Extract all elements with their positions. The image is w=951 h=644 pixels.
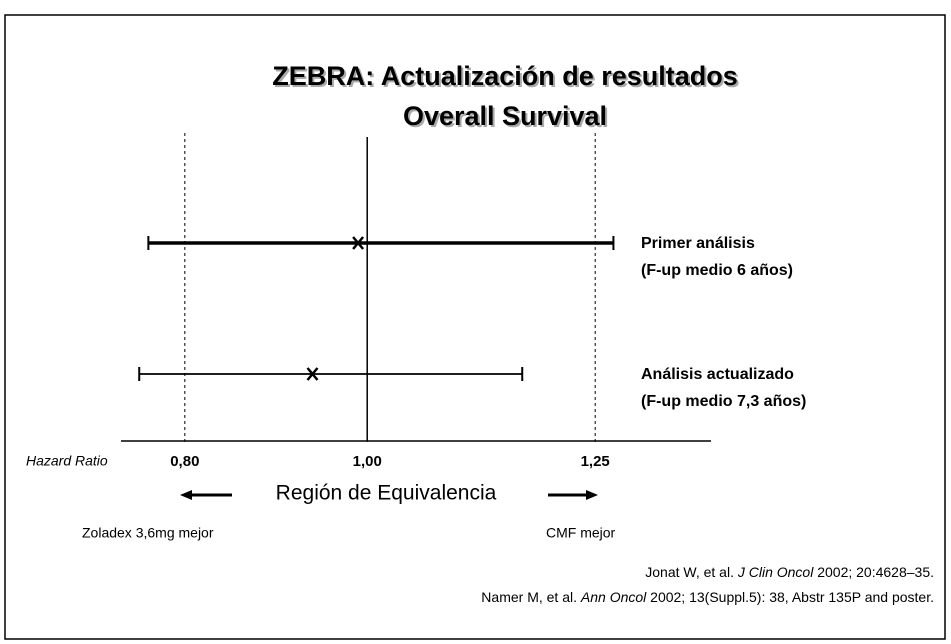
row-label: (F-up medio 7,3 años) (641, 393, 806, 410)
reference-part: 2002; 20:4628–35. (813, 564, 934, 580)
reference: Namer M, et al. Ann Oncol 2002; 13(Suppl… (481, 589, 934, 605)
estimate-marker (352, 236, 365, 250)
row-label: Primer análisis (641, 235, 755, 252)
slide-border (4, 14, 946, 640)
arrows (180, 490, 598, 500)
region-label: Región de Equivalencia (276, 482, 497, 505)
x-tick-label: 0,80 (170, 453, 199, 470)
title: ZEBRA: Actualización de resultados (272, 61, 738, 91)
reference: Jonat W, et al. J Clin Oncol 2002; 20:46… (645, 564, 934, 580)
estimate-marker (306, 367, 319, 381)
subtitle: Overall Survival (403, 101, 607, 131)
x-tick-label: 1,25 (581, 453, 610, 470)
reference-part: Namer M, et al. (481, 589, 581, 605)
row-label: (F-up medio 6 años) (641, 262, 793, 279)
x-axis-label: Hazard Ratio (26, 453, 108, 469)
reference-part: 2002; 13(Suppl.5): 38, Abstr 135P and po… (646, 589, 934, 605)
reference-part: J Clin Oncol (737, 564, 814, 580)
right-label: CMF mejor (546, 525, 616, 541)
title-shadow: ZEBRA: Actualización de resultados (274, 63, 740, 93)
reference-part: Ann Oncol (580, 589, 647, 605)
left-label: Zoladex 3,6mg mejor (82, 525, 214, 541)
reference-part: Jonat W, et al. (645, 564, 738, 580)
x-tick-label: 1,00 (353, 453, 382, 470)
row-label: Análisis actualizado (641, 366, 794, 383)
subtitle-shadow: Overall Survival (405, 103, 609, 133)
